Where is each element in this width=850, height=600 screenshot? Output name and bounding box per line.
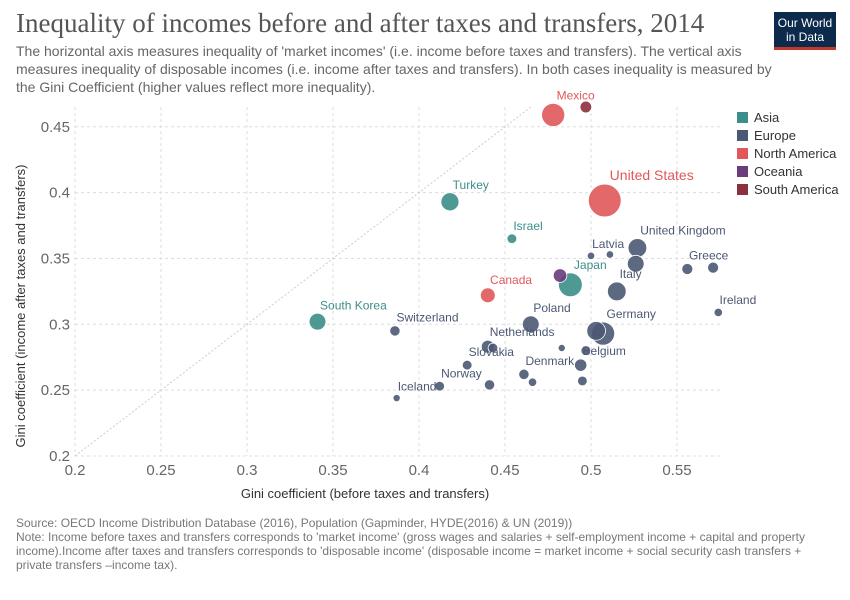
x-tick-label: 0.4 [409, 462, 430, 479]
data-point [308, 312, 327, 331]
y-tick-label: 0.45 [41, 119, 70, 136]
data-point [579, 100, 593, 114]
point-label: Denmark [525, 354, 575, 368]
data-point [605, 250, 615, 259]
legend-label: South America [754, 181, 839, 197]
legend-swatch [737, 165, 748, 177]
point-label: Netherlands [490, 325, 555, 339]
chart-title: Inequality of incomes before and after t… [16, 8, 705, 38]
data-point [587, 183, 622, 218]
data-point [577, 375, 588, 387]
point-label: Japan [574, 258, 607, 272]
legend-label: Oceania [754, 163, 803, 179]
data-point [681, 263, 694, 275]
x-tick-label: 0.3 [237, 462, 258, 479]
data-point [607, 281, 627, 302]
grid-lines [74, 107, 720, 457]
legend-item[interactable]: Europe [737, 126, 839, 144]
point-label: Turkey [453, 178, 489, 192]
point-label: Italy [620, 267, 642, 281]
x-tick-label: 0.35 [318, 462, 347, 479]
data-point [713, 307, 723, 318]
legend-item[interactable]: Oceania [737, 162, 839, 180]
legend-item[interactable]: South America [737, 180, 839, 198]
x-tick-label: 0.25 [146, 462, 175, 479]
data-point [479, 287, 496, 304]
logo-line-2: in Data [785, 30, 825, 44]
data-point [527, 377, 538, 387]
x-tick-label: 0.45 [490, 462, 519, 479]
data-point [392, 394, 401, 403]
data-point [440, 192, 460, 212]
y-tick-label: 0.25 [41, 382, 70, 399]
point-label: Germany [607, 307, 656, 321]
legend-label: Asia [754, 109, 780, 125]
point-label: Mexico [557, 88, 595, 102]
legend-swatch [737, 147, 748, 159]
y-axis-label: Gini coefficient (income after taxes and… [13, 165, 28, 448]
point-label: Belgium [583, 344, 626, 358]
note-text: Note: Income before taxes and transfers … [16, 530, 805, 572]
x-tick-label: 0.55 [662, 462, 691, 479]
data-point [518, 368, 530, 380]
legend-swatch [737, 111, 748, 123]
data-point [586, 251, 596, 260]
y-tick-label: 0.3 [49, 316, 70, 333]
data-points [308, 100, 723, 403]
data-point [552, 268, 568, 283]
x-tick-label: 0.5 [581, 462, 602, 479]
data-point [541, 102, 566, 127]
data-point [586, 321, 606, 341]
source-text: Source: OECD Income Distribution Databas… [16, 516, 573, 530]
point-label: Switzerland [396, 311, 458, 325]
legend-item[interactable]: Asia [737, 108, 839, 126]
data-point [626, 254, 645, 273]
x-tick-label: 0.2 [65, 462, 86, 479]
data-point [580, 345, 592, 356]
data-point [521, 315, 540, 334]
point-label: South Korea [320, 298, 387, 312]
legend-label: North America [754, 145, 837, 161]
legend-swatch [737, 183, 748, 195]
diagonal-reference-line [74, 106, 532, 457]
data-point [574, 358, 588, 372]
data-point [461, 359, 473, 371]
point-label: Poland [533, 301, 570, 315]
x-axis-label: Gini coefficient (before taxes and trans… [241, 486, 489, 501]
logo-line-1: Our World [777, 16, 833, 30]
point-labels: United States Japan Mexico Germany United Ki… [320, 88, 756, 393]
owid-logo[interactable]: Our World in Data [774, 12, 836, 50]
data-point [483, 379, 496, 391]
chart-subtitle: The horizontal axis measures inequality … [16, 43, 772, 95]
data-point [707, 261, 720, 274]
point-label: Ireland [720, 293, 757, 307]
legend-label: Europe [754, 127, 796, 143]
data-point [506, 233, 518, 244]
point-label: Greece [689, 248, 729, 262]
data-point [627, 238, 648, 258]
data-point [434, 380, 445, 392]
data-point [389, 325, 401, 337]
y-tick-label: 0.4 [49, 185, 70, 202]
legend-swatch [737, 129, 748, 141]
point-label: Latvia [592, 237, 624, 251]
footer: Source: OECD Income Distribution Databas… [16, 516, 816, 572]
data-point [557, 344, 566, 353]
y-tick-label: 0.2 [49, 448, 70, 465]
point-label: Norway [441, 366, 482, 380]
point-label: Canada [490, 273, 532, 287]
data-point [487, 342, 499, 354]
legend-item[interactable]: North America [737, 144, 839, 162]
point-label: Slovakia [469, 345, 515, 359]
y-axis-ticks: 0.2 0.25 0.3 0.35 0.4 0.45 [41, 119, 70, 465]
x-axis-ticks: 0.2 0.25 0.3 0.35 0.4 0.45 0.5 0.55 [65, 462, 692, 479]
point-label: United States [610, 167, 694, 183]
y-tick-label: 0.35 [41, 250, 70, 267]
legend: Asia Europe North America Oceania South Amer… [737, 108, 839, 198]
point-label: Iceland [398, 379, 437, 393]
point-label: Israel [513, 219, 542, 233]
point-label: United Kingdom [640, 224, 725, 238]
